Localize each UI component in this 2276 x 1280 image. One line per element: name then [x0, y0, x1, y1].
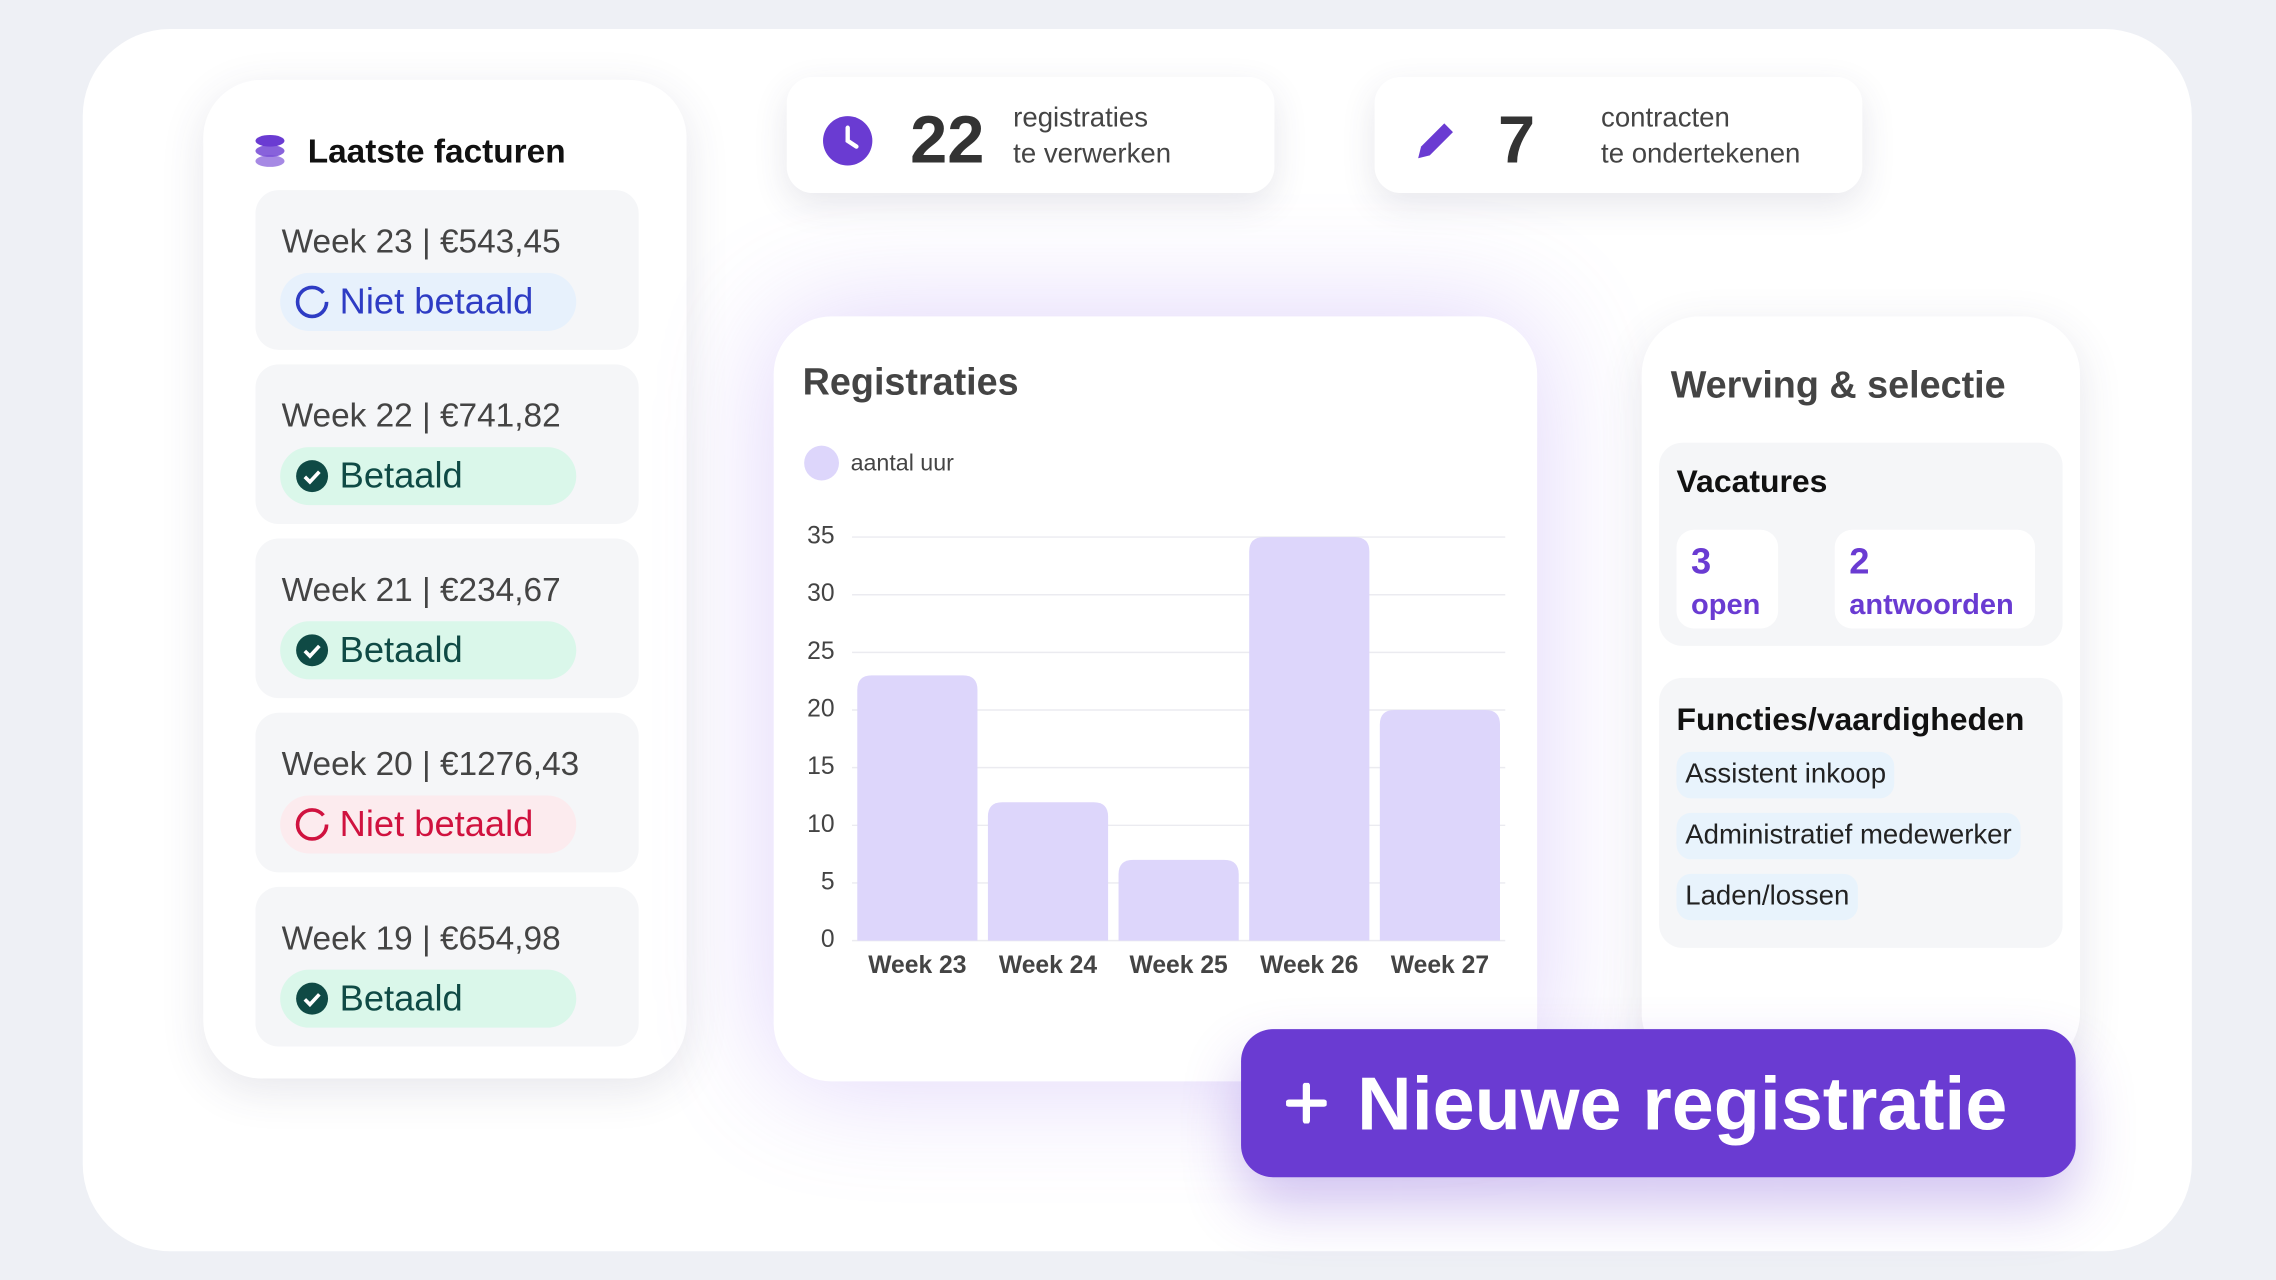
- y-tick-label: 5: [821, 868, 835, 895]
- invoice-item: Week 20 | €1276,43 Niet betaald: [255, 712, 639, 873]
- clock-icon: [823, 116, 873, 166]
- stat-card: 22 registraties te verwerken: [786, 76, 1275, 194]
- status-icon: [296, 634, 329, 667]
- chart-card: Registraties aantal uur 0 5 10 15 20 25 30 35 Wee…: [773, 316, 1538, 1082]
- status-icon: [296, 982, 329, 1015]
- status-badge: Betaald: [280, 969, 577, 1028]
- box-title: Functies/vaardigheden: [1676, 701, 2025, 738]
- legend-label: aantal uur: [851, 450, 955, 476]
- invoice-label: Week 19 | €654,98: [281, 918, 561, 957]
- invoice-item: Week 23 | €543,45 Niet betaald: [255, 190, 639, 350]
- status-text: Niet betaald: [339, 281, 534, 323]
- invoice-label: Week 21 | €234,67: [281, 570, 561, 609]
- skill-tag: Laden/lossen: [1676, 873, 1859, 921]
- status-badge: Betaald: [280, 447, 577, 506]
- status-text: Betaald: [339, 629, 463, 671]
- y-tick-label: 25: [807, 638, 834, 665]
- card-title: Werving & selectie: [1670, 362, 2006, 407]
- skill-tag: Assistent inkoop: [1676, 751, 1895, 799]
- stat-line: contracten: [1601, 103, 1730, 134]
- stat-line: te verwerken: [1013, 139, 1172, 170]
- stat-line: registraties: [1013, 103, 1149, 134]
- ring: [295, 808, 329, 841]
- invoice-item: Week 22 | €741,82 Betaald: [255, 364, 639, 525]
- y-tick-label: 0: [821, 926, 835, 953]
- y-tick-label: 10: [807, 811, 834, 838]
- recruitment-card: Werving & selectie Vacatures 3 open 2 antwo…: [1641, 316, 2081, 1072]
- check: [303, 470, 321, 485]
- vacancy-stat: 2 antwoorden: [1834, 529, 2036, 629]
- status-badge: Niet betaald: [280, 272, 577, 331]
- chart: Registraties aantal uur 0 5 10 15 20 25 30 35 Wee…: [803, 361, 1506, 979]
- x-tick-label: Week 27: [1391, 952, 1489, 979]
- check-circle: [296, 634, 329, 667]
- check-circle: [296, 460, 329, 493]
- vacancy-label: open: [1691, 589, 1761, 622]
- check: [303, 993, 321, 1008]
- skill-tag: Administratief medewerker: [1676, 812, 2021, 860]
- bar: [857, 675, 978, 941]
- invoice-label: Week 22 | €741,82: [281, 396, 561, 435]
- check: [303, 644, 321, 659]
- invoice-card: Laatste facturen Week 23 | €543,45 Niet b…: [203, 79, 687, 1079]
- x-tick-label: Week 25: [1130, 952, 1229, 979]
- new-registration-button[interactable]: Nieuwe registratie: [1241, 1029, 2076, 1178]
- bar: [1118, 859, 1239, 941]
- card-title: Laatste facturen: [307, 132, 566, 170]
- invoice-item: Week 21 | €234,67 Betaald: [255, 538, 639, 699]
- stat-card: 7 contracten te ondertekenen: [1374, 76, 1863, 194]
- invoice-label: Week 20 | €1276,43: [281, 744, 580, 783]
- y-tick-label: 20: [807, 696, 834, 723]
- vacancy-stat: 3 open: [1676, 529, 1779, 629]
- chart-title: Registraties: [803, 361, 1019, 403]
- stat-line: te ondertekenen: [1601, 139, 1801, 170]
- vacancies-box: Vacatures 3 open 2 antwoorden: [1659, 442, 2063, 646]
- status-badge: Niet betaald: [280, 795, 577, 854]
- bar: [1379, 710, 1501, 941]
- status-icon: [295, 285, 329, 319]
- skills-box: Functies/vaardigheden Assistent inkoop Ad…: [1659, 677, 2063, 948]
- status-icon: [295, 808, 329, 841]
- pencil-icon: [1418, 123, 1453, 159]
- invoice-label: Week 23 | €543,45: [281, 222, 561, 260]
- coins-icon: [255, 134, 285, 167]
- box-title: Vacatures: [1676, 463, 1828, 500]
- status-icon: [296, 460, 329, 493]
- clock-hands: [845, 125, 859, 149]
- vacancy-value: 3: [1691, 541, 1712, 583]
- y-tick-label: 35: [807, 523, 834, 550]
- y-tick-label: 30: [807, 580, 834, 607]
- stat-value: 7: [1497, 101, 1536, 178]
- x-tick-label: Week 26: [1260, 952, 1358, 979]
- status-text: Niet betaald: [339, 804, 534, 845]
- bar: [1249, 537, 1370, 941]
- bar: [987, 802, 1109, 941]
- invoice-item: Week 19 | €654,98 Betaald: [255, 886, 639, 1047]
- x-tick-label: Week 23: [868, 952, 966, 979]
- stat-value: 22: [910, 101, 985, 178]
- legend-swatch: [804, 445, 839, 481]
- button-label: Nieuwe registratie: [1357, 1062, 2008, 1147]
- status-badge: Betaald: [280, 621, 577, 680]
- y-tick-label: 15: [807, 753, 834, 780]
- pencil: [1418, 123, 1453, 159]
- status-text: Betaald: [339, 455, 463, 497]
- x-tick-label: Week 24: [999, 952, 1098, 979]
- vacancy-label: antwoorden: [1849, 589, 2014, 622]
- plus-icon: [1286, 1082, 1327, 1124]
- check-circle: [296, 982, 329, 1015]
- ring: [295, 285, 329, 319]
- status-text: Betaald: [339, 978, 463, 1019]
- vacancy-value: 2: [1849, 541, 1870, 583]
